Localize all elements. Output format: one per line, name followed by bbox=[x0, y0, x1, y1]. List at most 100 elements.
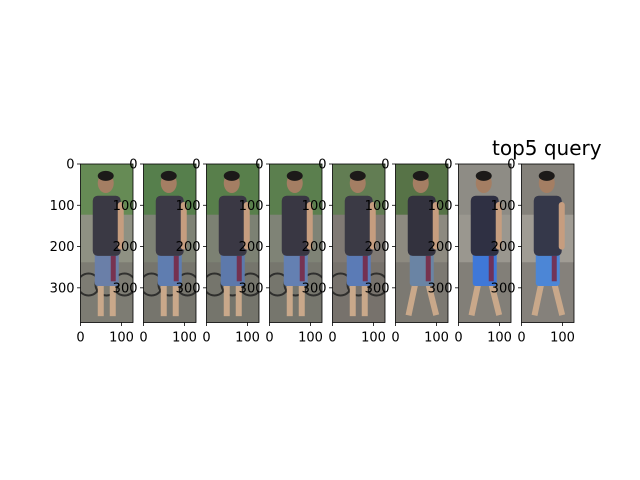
x-tick-label: 0 bbox=[517, 331, 525, 346]
y-tick-label: 100 bbox=[176, 199, 201, 214]
axes-frame bbox=[521, 163, 575, 323]
y-tick-label: 100 bbox=[302, 199, 327, 214]
y-tick-label: 300 bbox=[239, 281, 264, 296]
leg bbox=[468, 280, 482, 317]
x-tick-label: 100 bbox=[487, 331, 512, 346]
y-tick-label: 0 bbox=[255, 158, 263, 173]
x-tick-label: 0 bbox=[265, 331, 273, 346]
leg bbox=[424, 280, 440, 316]
x-tick-label: 0 bbox=[202, 331, 210, 346]
y-tick-label: 200 bbox=[239, 240, 264, 255]
y-tick-label: 0 bbox=[192, 158, 200, 173]
x-tick-label: 100 bbox=[109, 331, 134, 346]
y-tick-label: 0 bbox=[129, 158, 137, 173]
x-tick-label: 0 bbox=[328, 331, 336, 346]
axes-frame bbox=[332, 163, 386, 323]
person-image bbox=[143, 164, 196, 323]
y-tick-label: 300 bbox=[50, 281, 75, 296]
figure-title: top5 query bbox=[492, 136, 602, 160]
leg bbox=[286, 281, 293, 317]
leg bbox=[109, 281, 116, 317]
leg bbox=[361, 281, 368, 317]
person-image bbox=[206, 164, 259, 323]
arm bbox=[495, 202, 502, 250]
axes-frame bbox=[80, 163, 134, 323]
shirt bbox=[281, 195, 310, 256]
shirt bbox=[407, 195, 436, 256]
y-tick-label: 200 bbox=[491, 240, 516, 255]
y-tick-label: 100 bbox=[365, 199, 390, 214]
shorts-stripe bbox=[425, 255, 431, 282]
arm bbox=[558, 202, 565, 250]
axes-frame bbox=[143, 163, 197, 323]
shorts-stripe bbox=[236, 255, 242, 282]
person-image bbox=[269, 164, 322, 323]
person-image bbox=[521, 164, 574, 323]
panel-1: 0 100 200 300 0 100 bbox=[50, 158, 134, 346]
hair bbox=[223, 170, 240, 181]
panel-6: 0 100 200 300 0 100 bbox=[365, 158, 449, 346]
y-tick-label: 200 bbox=[113, 240, 138, 255]
y-tick-label: 200 bbox=[302, 240, 327, 255]
arm bbox=[180, 202, 187, 250]
axes-frame bbox=[458, 163, 512, 323]
x-tick-label: 100 bbox=[235, 331, 260, 346]
panel-8: 0 100 200 300 0 100 bbox=[491, 158, 575, 346]
person-image bbox=[332, 164, 385, 323]
person-image bbox=[458, 164, 511, 323]
y-tick-label: 300 bbox=[365, 281, 390, 296]
y-tick-label: 100 bbox=[113, 199, 138, 214]
y-tick-label: 0 bbox=[318, 158, 326, 173]
x-tick-label: 100 bbox=[172, 331, 197, 346]
x-tick-label: 100 bbox=[424, 331, 449, 346]
hair bbox=[97, 170, 114, 181]
hair bbox=[475, 170, 492, 181]
y-tick-label: 300 bbox=[302, 281, 327, 296]
panel-7: 0 100 200 300 0 100 bbox=[428, 158, 512, 346]
y-tick-label: 200 bbox=[365, 240, 390, 255]
y-tick-label: 300 bbox=[428, 281, 453, 296]
y-tick-label: 300 bbox=[113, 281, 138, 296]
arm bbox=[243, 202, 250, 250]
hair bbox=[160, 170, 177, 181]
leg bbox=[405, 280, 419, 317]
x-tick-label: 0 bbox=[139, 331, 147, 346]
shorts-stripe bbox=[551, 255, 557, 282]
hair bbox=[412, 170, 429, 181]
axes-frame bbox=[206, 163, 260, 323]
shirt bbox=[92, 195, 121, 256]
x-tick-label: 100 bbox=[550, 331, 575, 346]
leg bbox=[550, 280, 566, 316]
shirt bbox=[218, 195, 247, 256]
x-tick-label: 0 bbox=[391, 331, 399, 346]
x-tick-label: 0 bbox=[454, 331, 462, 346]
panel-2: 0 100 200 300 0 100 bbox=[113, 158, 197, 346]
x-tick-label: 0 bbox=[76, 331, 84, 346]
leg bbox=[172, 281, 179, 317]
leg bbox=[298, 281, 305, 317]
panel-4: 0 100 200 300 0 100 bbox=[239, 158, 323, 346]
axes-frame bbox=[395, 163, 449, 323]
hair bbox=[286, 170, 303, 181]
arm bbox=[432, 202, 439, 250]
shorts-stripe bbox=[299, 255, 305, 282]
y-tick-label: 0 bbox=[66, 158, 74, 173]
shirt bbox=[344, 195, 373, 256]
y-tick-label: 200 bbox=[176, 240, 201, 255]
shorts-stripe bbox=[173, 255, 179, 282]
leg bbox=[349, 281, 356, 317]
y-tick-label: 300 bbox=[491, 281, 516, 296]
panel-3: 0 100 200 300 0 100 bbox=[176, 158, 260, 346]
person-image bbox=[80, 164, 133, 323]
shorts-stripe bbox=[362, 255, 368, 282]
hair bbox=[349, 170, 366, 181]
shirt bbox=[155, 195, 184, 256]
arm bbox=[369, 202, 376, 250]
shirt bbox=[470, 195, 499, 256]
x-tick-label: 100 bbox=[361, 331, 386, 346]
y-tick-label: 200 bbox=[50, 240, 75, 255]
arm bbox=[117, 202, 124, 250]
shorts-stripe bbox=[110, 255, 116, 282]
